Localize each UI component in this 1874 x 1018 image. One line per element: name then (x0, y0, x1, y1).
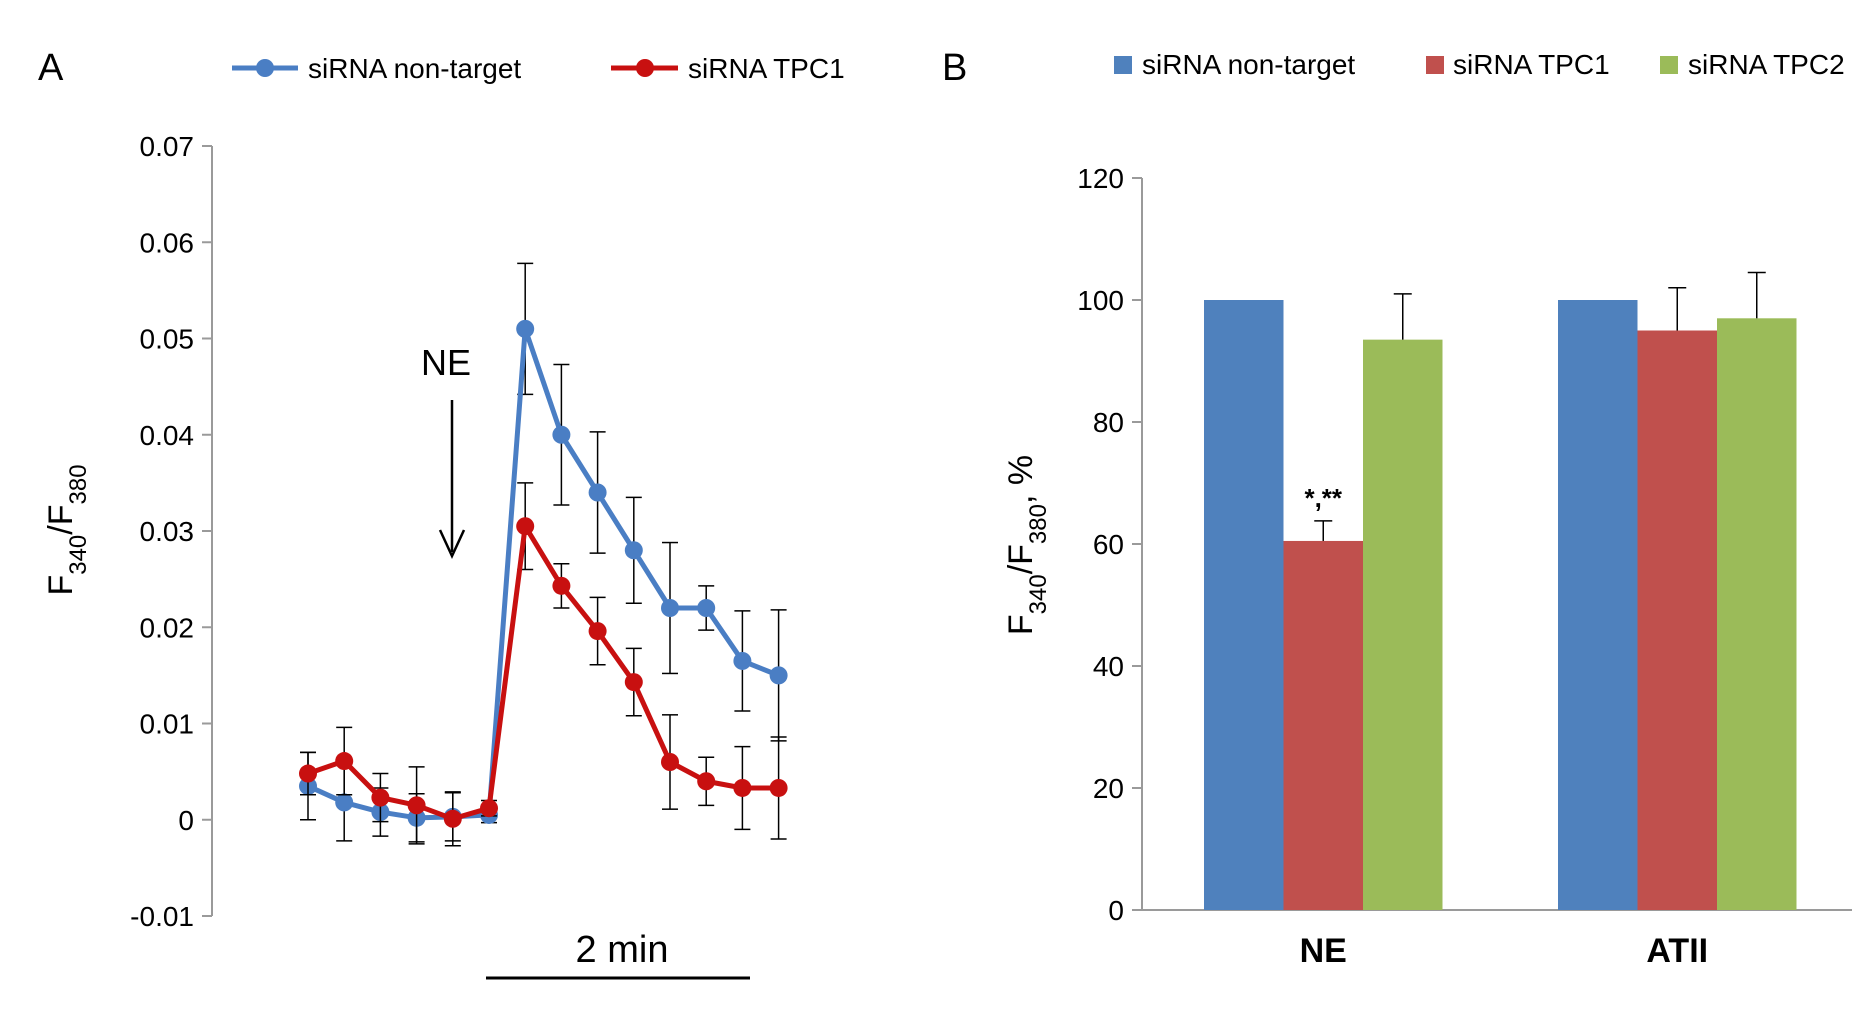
legend-b-swatch-tpc2 (1660, 56, 1678, 74)
data-point-a-tpc1 (443, 809, 462, 828)
y-tick-a-label: 0.05 (140, 324, 195, 355)
legend-a: siRNA non-target siRNA TPC1 (232, 53, 845, 84)
y-tick-b-label: 80 (1093, 407, 1124, 438)
y-axis-label-a-sub1: 340 (65, 535, 92, 575)
significance-marker: *,** (1304, 483, 1342, 513)
plot-area-a (299, 262, 788, 847)
y-tick-a-label: 0.02 (140, 612, 195, 643)
data-point-a-nontarget (516, 319, 535, 338)
legend-b-label-tpc1: siRNA TPC1 (1453, 49, 1610, 80)
plot-area-b: NE ATII *,** (1204, 271, 1797, 970)
data-point-a-nontarget (588, 483, 607, 502)
bar-ne-tpc1 (1283, 540, 1363, 910)
y-axis-label-a: F340/F380 (42, 464, 92, 595)
data-point-a-nontarget (733, 651, 752, 670)
data-point-a-tpc1 (516, 517, 535, 536)
x-category-label: NE (1300, 932, 1347, 970)
bar-ne-tpc2 (1363, 339, 1443, 910)
data-point-a-tpc1 (407, 796, 426, 815)
y-tick-a-label: -0.01 (130, 901, 194, 932)
legend-a-marker-nontarget (256, 59, 274, 77)
y-tick-b-label: 40 (1093, 651, 1124, 682)
legend-b-label-tpc2: siRNA TPC2 (1688, 49, 1845, 80)
data-point-a-nontarget (552, 425, 571, 444)
scale-bar-label: 2 min (576, 929, 669, 971)
y-ticks-b: 0 20 40 60 80 100 120 (1077, 163, 1142, 926)
data-point-a-nontarget (697, 599, 716, 617)
legend-b-swatch-tpc1 (1426, 56, 1444, 74)
data-point-a-tpc1 (624, 673, 643, 692)
y-tick-b-label: 100 (1077, 285, 1124, 316)
data-point-a-tpc1 (588, 622, 607, 641)
data-point-a-tpc1 (661, 753, 679, 771)
y-ticks-a: -0.01 0 0.01 0.02 0.03 0.04 0.05 0.06 0.07 (130, 131, 212, 932)
legend-a-label-nontarget: siRNA non-target (308, 53, 521, 84)
data-point-a-tpc1 (299, 764, 317, 783)
y-axis-label-a-sep: /F (42, 505, 80, 535)
legend-a-marker-tpc1 (636, 59, 654, 77)
y-tick-a-label: 0.07 (140, 131, 195, 162)
y-tick-b-label: 20 (1093, 773, 1124, 804)
data-point-a-tpc1 (371, 788, 390, 807)
y-axis-label-b-sub1: 340 (1025, 574, 1052, 614)
y-tick-a-label: 0.01 (140, 709, 195, 740)
bar-ne-nontarget (1204, 300, 1284, 910)
panel-a: A siRNA non-target siRNA TPC1 -0.01 0 0.01… (38, 47, 845, 980)
x-category-label: ATII (1646, 932, 1708, 970)
legend-b-swatch-nontarget (1114, 56, 1132, 74)
bar-atii-tpc2 (1717, 318, 1797, 910)
data-point-a-tpc1 (480, 799, 498, 818)
data-point-a-tpc1 (733, 778, 752, 797)
y-tick-a-label: 0.04 (140, 420, 195, 451)
legend-b: siRNA non-target siRNA TPC1 siRNA TPC2 (1114, 49, 1845, 80)
y-axis-label-b-sub2: 380 (1025, 504, 1052, 544)
data-point-a-nontarget (624, 541, 643, 560)
data-point-a-nontarget (335, 793, 354, 812)
y-tick-b-label: 120 (1077, 163, 1124, 194)
ne-arrow-head (438, 529, 466, 559)
y-axis-label-b-sep: /F (1002, 544, 1040, 574)
panel-b: B siRNA non-target siRNA TPC1 siRNA TPC2… (942, 47, 1852, 970)
data-point-a-tpc1 (697, 772, 716, 791)
panel-a-label: A (38, 47, 64, 89)
y-tick-a-label: 0 (178, 805, 194, 836)
y-tick-b-label: 60 (1093, 529, 1124, 560)
y-tick-a-label: 0.06 (140, 227, 195, 258)
y-axis-label-b-suffix: , % (1002, 455, 1040, 504)
y-axis-label-a-main: F (42, 575, 80, 596)
y-axis-label-b-main: F (1002, 614, 1040, 635)
panel-b-label: B (942, 47, 967, 89)
series-line-a-nontarget (306, 326, 780, 821)
y-tick-a-label: 0.03 (140, 516, 195, 547)
data-point-a-tpc1 (769, 778, 788, 797)
y-axis-label-a-sub2: 380 (65, 464, 92, 504)
legend-a-label-tpc1: siRNA TPC1 (688, 53, 845, 84)
y-axis-label-b: F340/F380, % (1002, 455, 1052, 635)
bar-atii-tpc1 (1637, 330, 1717, 910)
ne-annotation-label: NE (421, 342, 471, 383)
data-point-a-nontarget (661, 599, 679, 617)
data-point-a-tpc1 (335, 752, 354, 771)
legend-b-label-nontarget: siRNA non-target (1142, 49, 1355, 80)
data-point-a-tpc1 (552, 576, 571, 595)
y-tick-b-label: 0 (1108, 895, 1124, 926)
bar-atii-nontarget (1558, 300, 1638, 910)
data-point-a-nontarget (769, 666, 788, 685)
